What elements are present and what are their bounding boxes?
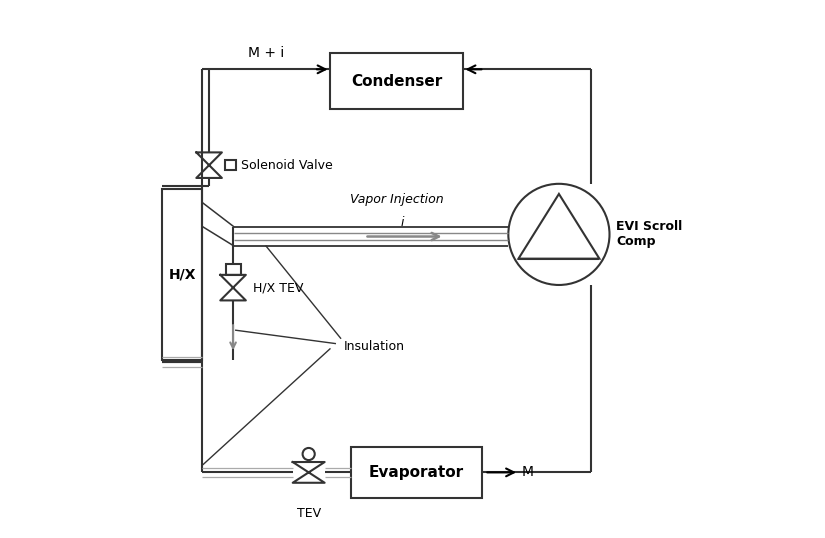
Bar <box>225 160 236 171</box>
Bar <box>225 264 241 275</box>
Text: i: i <box>400 216 403 229</box>
Text: M: M <box>521 465 534 479</box>
Bar <box>351 448 482 498</box>
Text: Evaporator: Evaporator <box>369 465 464 480</box>
Text: EVI Scroll
Comp: EVI Scroll Comp <box>616 221 682 249</box>
Bar <box>330 53 463 109</box>
Text: Solenoid Valve: Solenoid Valve <box>241 159 332 172</box>
Text: Condenser: Condenser <box>351 74 442 89</box>
Text: Vapor Injection: Vapor Injection <box>350 193 443 206</box>
Text: M + i: M + i <box>248 46 284 60</box>
Text: H/X TEV: H/X TEV <box>253 281 304 294</box>
Text: H/X: H/X <box>168 267 196 281</box>
Bar <box>163 189 202 359</box>
Text: TEV: TEV <box>297 507 321 520</box>
Text: Insulation: Insulation <box>343 339 404 353</box>
